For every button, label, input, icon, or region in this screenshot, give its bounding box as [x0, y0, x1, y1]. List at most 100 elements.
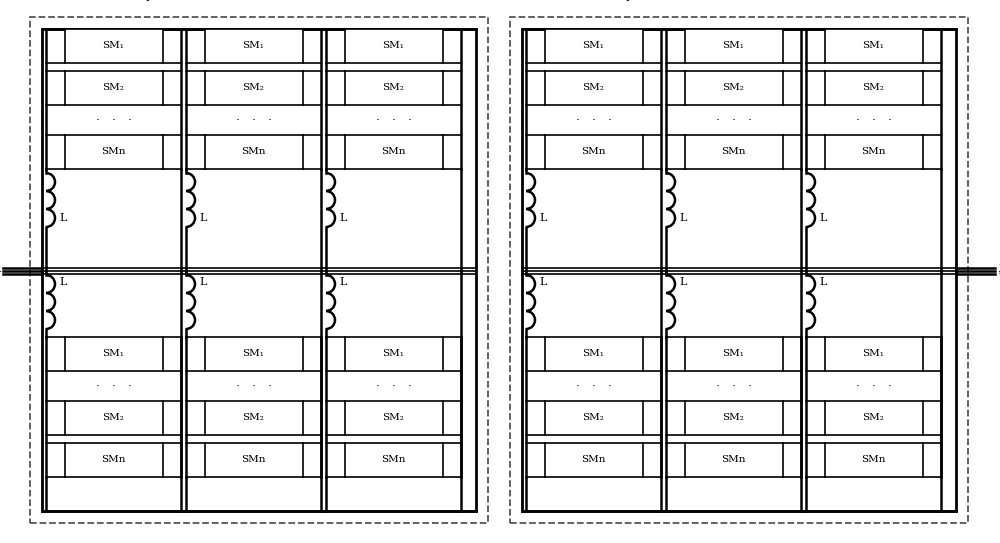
Bar: [522, 29, 956, 511]
Bar: [205, 135, 302, 169]
Text: SMn: SMn: [101, 456, 126, 464]
Bar: [344, 71, 442, 105]
Bar: [684, 29, 782, 63]
Text: A: A: [998, 262, 1000, 275]
Text: ·   ·   ·: · · ·: [236, 380, 272, 393]
Text: SMn: SMn: [581, 456, 606, 464]
Bar: [544, 135, 642, 169]
Text: ·   ·   ·: · · ·: [716, 113, 752, 127]
Bar: [824, 29, 922, 63]
Text: L: L: [819, 213, 826, 223]
Bar: [824, 401, 922, 435]
Text: C: C: [998, 268, 1000, 281]
Bar: [684, 135, 782, 169]
Text: ·   ·   ·: · · ·: [96, 113, 132, 127]
Text: L: L: [819, 277, 826, 287]
Bar: [544, 29, 642, 63]
Text: SMn: SMn: [381, 148, 406, 156]
Text: SMn: SMn: [581, 148, 606, 156]
Text: SM₁: SM₁: [243, 41, 264, 50]
Bar: [684, 401, 782, 435]
Bar: [344, 29, 442, 63]
Text: ·   ·   ·: · · ·: [96, 380, 132, 393]
Text: L: L: [679, 277, 686, 287]
Text: SM₂: SM₂: [103, 84, 124, 92]
Text: L: L: [679, 213, 686, 223]
Text: SM₁: SM₁: [383, 41, 404, 50]
Text: ·   ·   ·: · · ·: [856, 380, 892, 393]
Bar: [544, 337, 642, 371]
Text: SM₁: SM₁: [723, 41, 744, 50]
Bar: [684, 71, 782, 105]
Text: ·   ·   ·: · · ·: [576, 113, 612, 127]
Text: SMn: SMn: [381, 456, 406, 464]
Bar: [544, 401, 642, 435]
Text: L: L: [59, 277, 66, 287]
Bar: [824, 443, 922, 477]
Text: ·   ·   ·: · · ·: [716, 380, 752, 393]
Text: SM₂: SM₂: [243, 414, 264, 422]
Text: SMn: SMn: [861, 456, 886, 464]
Text: SM₂: SM₂: [723, 84, 744, 92]
Text: SM₁: SM₁: [383, 350, 404, 358]
Text: L: L: [539, 277, 546, 287]
Text: SM₁: SM₁: [583, 350, 604, 358]
Text: SM₂: SM₂: [723, 414, 744, 422]
Bar: [30, 17, 488, 523]
Text: SMn: SMn: [861, 148, 886, 156]
Bar: [510, 17, 968, 523]
Text: L: L: [539, 213, 546, 223]
Bar: [344, 135, 442, 169]
Text: SM₂: SM₂: [383, 84, 404, 92]
Bar: [824, 71, 922, 105]
Text: SM₂: SM₂: [583, 414, 604, 422]
Bar: [824, 135, 922, 169]
Text: SM₂: SM₂: [863, 84, 884, 92]
Text: L: L: [339, 213, 346, 223]
Bar: [64, 135, 162, 169]
Text: ·   ·   ·: · · ·: [236, 113, 272, 127]
Bar: [64, 337, 162, 371]
Text: ·   ·   ·: · · ·: [576, 380, 612, 393]
Text: SMn: SMn: [241, 456, 266, 464]
Bar: [205, 29, 302, 63]
Text: SMn: SMn: [721, 456, 746, 464]
Text: L: L: [199, 277, 206, 287]
Bar: [205, 337, 302, 371]
Text: L: L: [199, 213, 206, 223]
Text: SM₂: SM₂: [383, 414, 404, 422]
Text: SMn: SMn: [101, 148, 126, 156]
Text: SM₁: SM₁: [863, 41, 884, 50]
Text: SM₁: SM₁: [863, 350, 884, 358]
Bar: [344, 401, 442, 435]
Bar: [42, 29, 476, 511]
Bar: [544, 443, 642, 477]
Text: SM₁: SM₁: [103, 41, 124, 50]
Text: B: B: [998, 264, 1000, 277]
Bar: [544, 71, 642, 105]
Bar: [684, 337, 782, 371]
Bar: [205, 401, 302, 435]
Text: L: L: [339, 277, 346, 287]
Text: SM₁: SM₁: [723, 350, 744, 358]
Bar: [64, 71, 162, 105]
Bar: [684, 443, 782, 477]
Bar: [64, 29, 162, 63]
Bar: [824, 337, 922, 371]
Text: ·   ·   ·: · · ·: [856, 113, 892, 127]
Text: SM₂: SM₂: [103, 414, 124, 422]
Text: L: L: [59, 213, 66, 223]
Text: ·   ·   ·: · · ·: [376, 113, 412, 127]
Text: SM₁: SM₁: [583, 41, 604, 50]
Text: SM₂: SM₂: [863, 414, 884, 422]
Text: ·   ·   ·: · · ·: [376, 380, 412, 393]
Text: SM₂: SM₂: [583, 84, 604, 92]
Bar: [344, 443, 442, 477]
Bar: [64, 401, 162, 435]
Text: SM₁: SM₁: [243, 350, 264, 358]
Bar: [205, 71, 302, 105]
Text: SM₂: SM₂: [243, 84, 264, 92]
Text: SM₁: SM₁: [103, 350, 124, 358]
Bar: [64, 443, 162, 477]
Text: SMn: SMn: [241, 148, 266, 156]
